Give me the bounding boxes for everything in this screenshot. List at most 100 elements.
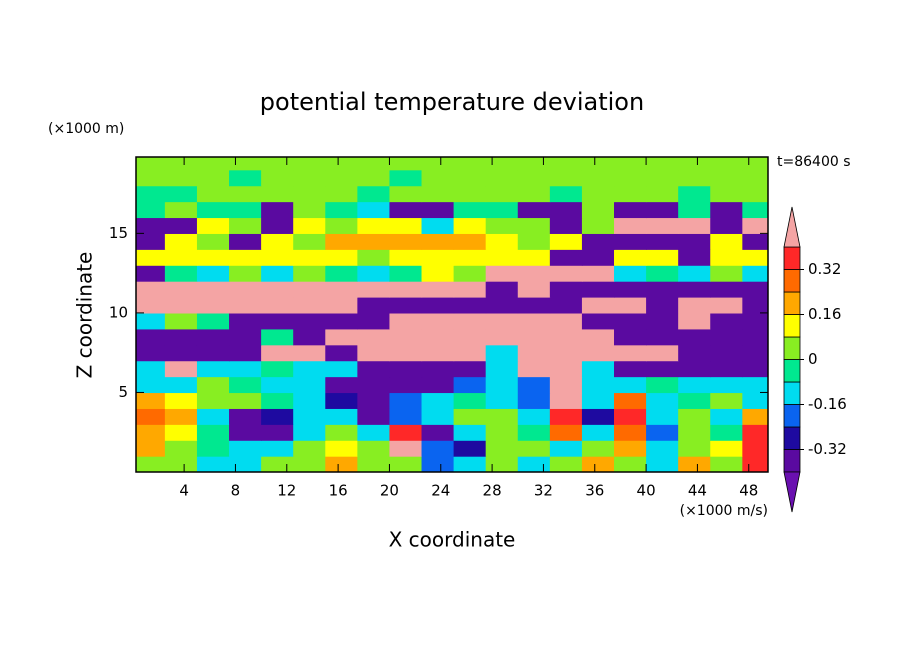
field-cell	[581, 424, 615, 441]
field-cell	[517, 297, 551, 314]
field-cell	[678, 344, 711, 362]
field-cell	[325, 265, 358, 282]
field-cell	[389, 424, 423, 441]
field-cell	[196, 169, 230, 187]
field-cell	[261, 376, 294, 394]
field-cell	[549, 217, 583, 234]
colorbar-tick-label: -0.16	[808, 395, 847, 413]
field-cell	[229, 392, 262, 409]
field-cell	[229, 249, 262, 266]
field-cell	[678, 456, 711, 472]
field-cell	[517, 344, 551, 362]
field-cell	[453, 376, 487, 394]
field-cell	[453, 328, 487, 346]
field-cell	[581, 456, 615, 472]
field-cell	[357, 344, 391, 362]
field-cell	[742, 424, 768, 441]
field-cell	[453, 392, 487, 409]
field-cell	[293, 281, 326, 298]
field-cell	[646, 376, 679, 394]
time-label: t=86400 s	[777, 154, 851, 170]
field-cell	[678, 201, 711, 219]
colorbar-band	[783, 404, 801, 428]
field-cell	[293, 376, 326, 394]
field-cell	[136, 249, 166, 266]
field-cell	[614, 281, 647, 298]
field-cell	[229, 157, 262, 171]
field-cell	[229, 201, 262, 219]
field-cell	[357, 392, 391, 409]
field-cell	[517, 312, 551, 330]
field-cell	[325, 233, 358, 250]
field-cell	[357, 456, 391, 472]
field-cell	[485, 312, 519, 330]
field-cell	[453, 408, 487, 425]
field-cell	[164, 424, 198, 441]
field-cell	[549, 249, 583, 266]
field-cell	[678, 157, 711, 171]
field-cell	[421, 281, 455, 298]
field-cell	[325, 217, 358, 234]
field-cell	[196, 360, 230, 378]
field-cell	[549, 312, 583, 330]
field-cell	[421, 312, 455, 330]
field-cell	[421, 169, 455, 187]
field-cell	[549, 297, 583, 314]
field-cell	[614, 185, 647, 203]
field-cell	[229, 344, 262, 362]
field-cell	[710, 376, 743, 394]
field-cell	[614, 456, 647, 472]
field-cell	[389, 297, 423, 314]
field-cell	[581, 440, 615, 457]
field-cell	[646, 249, 679, 266]
colorbar: -0.32 -0.16 0 0.16 0.32	[783, 206, 847, 513]
field-cell	[742, 217, 768, 234]
colorbar-band	[783, 336, 801, 360]
field-cell	[196, 265, 230, 282]
field-cell	[357, 265, 391, 282]
field-cell	[710, 297, 743, 314]
field-cell	[485, 265, 519, 282]
field-cell	[549, 281, 583, 298]
field-cell	[357, 217, 391, 234]
field-cell	[261, 169, 294, 187]
field-cell	[293, 233, 326, 250]
field-cell	[293, 297, 326, 314]
field-cell	[678, 328, 711, 346]
field-cell	[261, 344, 294, 362]
field-cell	[710, 281, 743, 298]
field-cell	[136, 233, 166, 250]
field-cell	[229, 233, 262, 250]
field-cell	[293, 328, 326, 346]
field-cell	[229, 456, 262, 472]
field-cell	[261, 440, 294, 457]
field-cell	[710, 233, 743, 250]
field-cell	[646, 424, 679, 441]
field-cell	[136, 344, 166, 362]
field-cell	[485, 376, 519, 394]
field-cell	[614, 265, 647, 282]
field-cell	[136, 217, 166, 234]
field-cell	[357, 297, 391, 314]
field-cell	[136, 328, 166, 346]
field-cell	[678, 312, 711, 330]
colorbar-band	[783, 449, 801, 473]
field-cell	[710, 408, 743, 425]
field-cell	[293, 424, 326, 441]
field-cell	[581, 233, 615, 250]
field-cell	[678, 297, 711, 314]
field-cell	[710, 312, 743, 330]
x-tick-label: 44	[688, 482, 707, 500]
field-cell	[421, 217, 455, 234]
field-cell	[196, 424, 230, 441]
field-cell	[549, 233, 583, 250]
field-cell	[261, 249, 294, 266]
field-cell	[325, 201, 358, 219]
field-cell	[549, 344, 583, 362]
field-cell	[581, 408, 615, 425]
field-cell	[742, 169, 768, 187]
field-cell	[389, 233, 423, 250]
colorbar-band	[783, 314, 801, 338]
field-cell	[678, 185, 711, 203]
field-cell	[710, 249, 743, 266]
